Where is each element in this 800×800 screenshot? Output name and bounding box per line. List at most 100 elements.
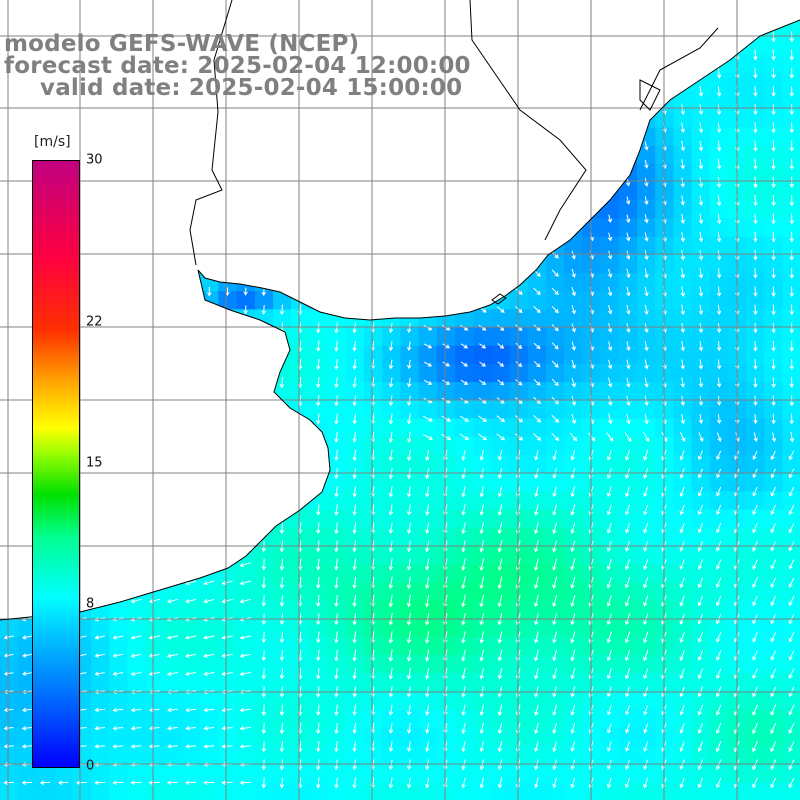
wind-cell [782,691,800,711]
wind-cell [637,236,656,256]
wind-cell [546,273,565,292]
wind-cell [673,91,693,110]
wind-arrow [425,558,430,571]
wind-cell [746,382,765,401]
wind-cell [709,364,729,383]
wind-cell [0,673,19,693]
wind-cell [764,473,784,492]
wind-cell [546,655,565,674]
wind-cell [491,637,511,656]
wind-cell [637,273,656,292]
wind-arrow [643,486,649,498]
wind-cell [582,564,602,583]
wind-cell [382,491,401,511]
wind-cell [509,618,529,638]
wind-arrow [3,635,14,640]
wind-cell [527,382,547,401]
wind-cell [709,273,729,292]
wind-cell [436,564,456,583]
wind-cell [709,145,729,165]
wind-cell [509,418,529,438]
wind-cell [709,564,729,583]
wind-arrow [334,722,339,735]
wind-arrow [243,287,248,296]
wind-cell [145,746,165,765]
wind-arrow [680,104,686,115]
wind-arrow [715,577,722,589]
wind-cell [691,327,711,347]
wind-cell [582,273,602,292]
wind-arrow [608,413,613,425]
wind-arrow [130,671,142,676]
wind-cell [782,145,800,165]
wind-arrow [606,723,612,734]
wind-cell [309,655,329,674]
wind-cell [782,455,800,474]
wind-cell [618,655,638,674]
wind-arrow [680,159,685,170]
wind-cell [655,455,674,474]
wind-cell [254,600,274,620]
wind-cell [364,691,383,711]
wind-cell [782,236,800,256]
wind-arrow [680,304,686,316]
wind-cell [218,291,238,310]
wind-cell [691,637,711,656]
wind-arrow [552,576,558,589]
wind-arrow [497,522,503,535]
wind-arrow [316,504,321,516]
wind-cell [400,691,420,711]
wind-cell [655,764,674,784]
wind-arrow [279,631,285,644]
wind-cell [673,218,693,238]
wind-cell [618,309,638,329]
wind-cell [236,618,256,638]
wind-cell [673,400,693,420]
wind-arrow [788,650,795,661]
wind-cell [200,637,219,656]
wind-cell [527,728,547,747]
wind-arrow [261,668,267,680]
wind-arrow [606,649,612,662]
wind-cell [546,309,565,329]
wind-arrow [715,559,722,570]
wind-cell [418,746,438,765]
wind-arrow [770,595,777,607]
wind-cell [345,728,365,747]
wind-arrow [607,341,613,352]
wind-arrow [716,450,722,461]
wind-cell [764,36,784,56]
wind-arrow [261,631,267,644]
wind-cell [637,509,656,529]
wind-cell [655,254,674,274]
wind-arrow [680,177,685,188]
wind-cell [455,728,474,747]
wind-cell [455,655,474,674]
wind-arrow [388,486,394,498]
wind-cell [473,345,492,365]
wind-cell [564,327,583,347]
wind-cell [109,746,128,765]
wind-cell [309,673,329,693]
wind-cell [473,400,492,420]
wind-cell [764,309,784,329]
wind-cell [418,418,438,438]
wind-cell [491,418,511,438]
wind-cell [509,509,529,529]
wind-arrow [789,231,794,243]
wind-cell [764,72,784,92]
wind-arrow [753,176,758,189]
wind-cell [254,637,274,656]
wind-arrow [570,486,576,498]
wind-cell [618,200,638,219]
wind-cell [163,764,183,784]
wind-arrow [423,379,433,385]
wind-cell [600,564,620,583]
wind-cell [600,218,620,238]
wind-cell [254,655,274,674]
wind-arrow [406,667,412,680]
wind-cell [291,764,310,784]
wind-arrow [334,631,339,644]
wind-cell [655,436,674,456]
wind-arrow [679,595,685,607]
